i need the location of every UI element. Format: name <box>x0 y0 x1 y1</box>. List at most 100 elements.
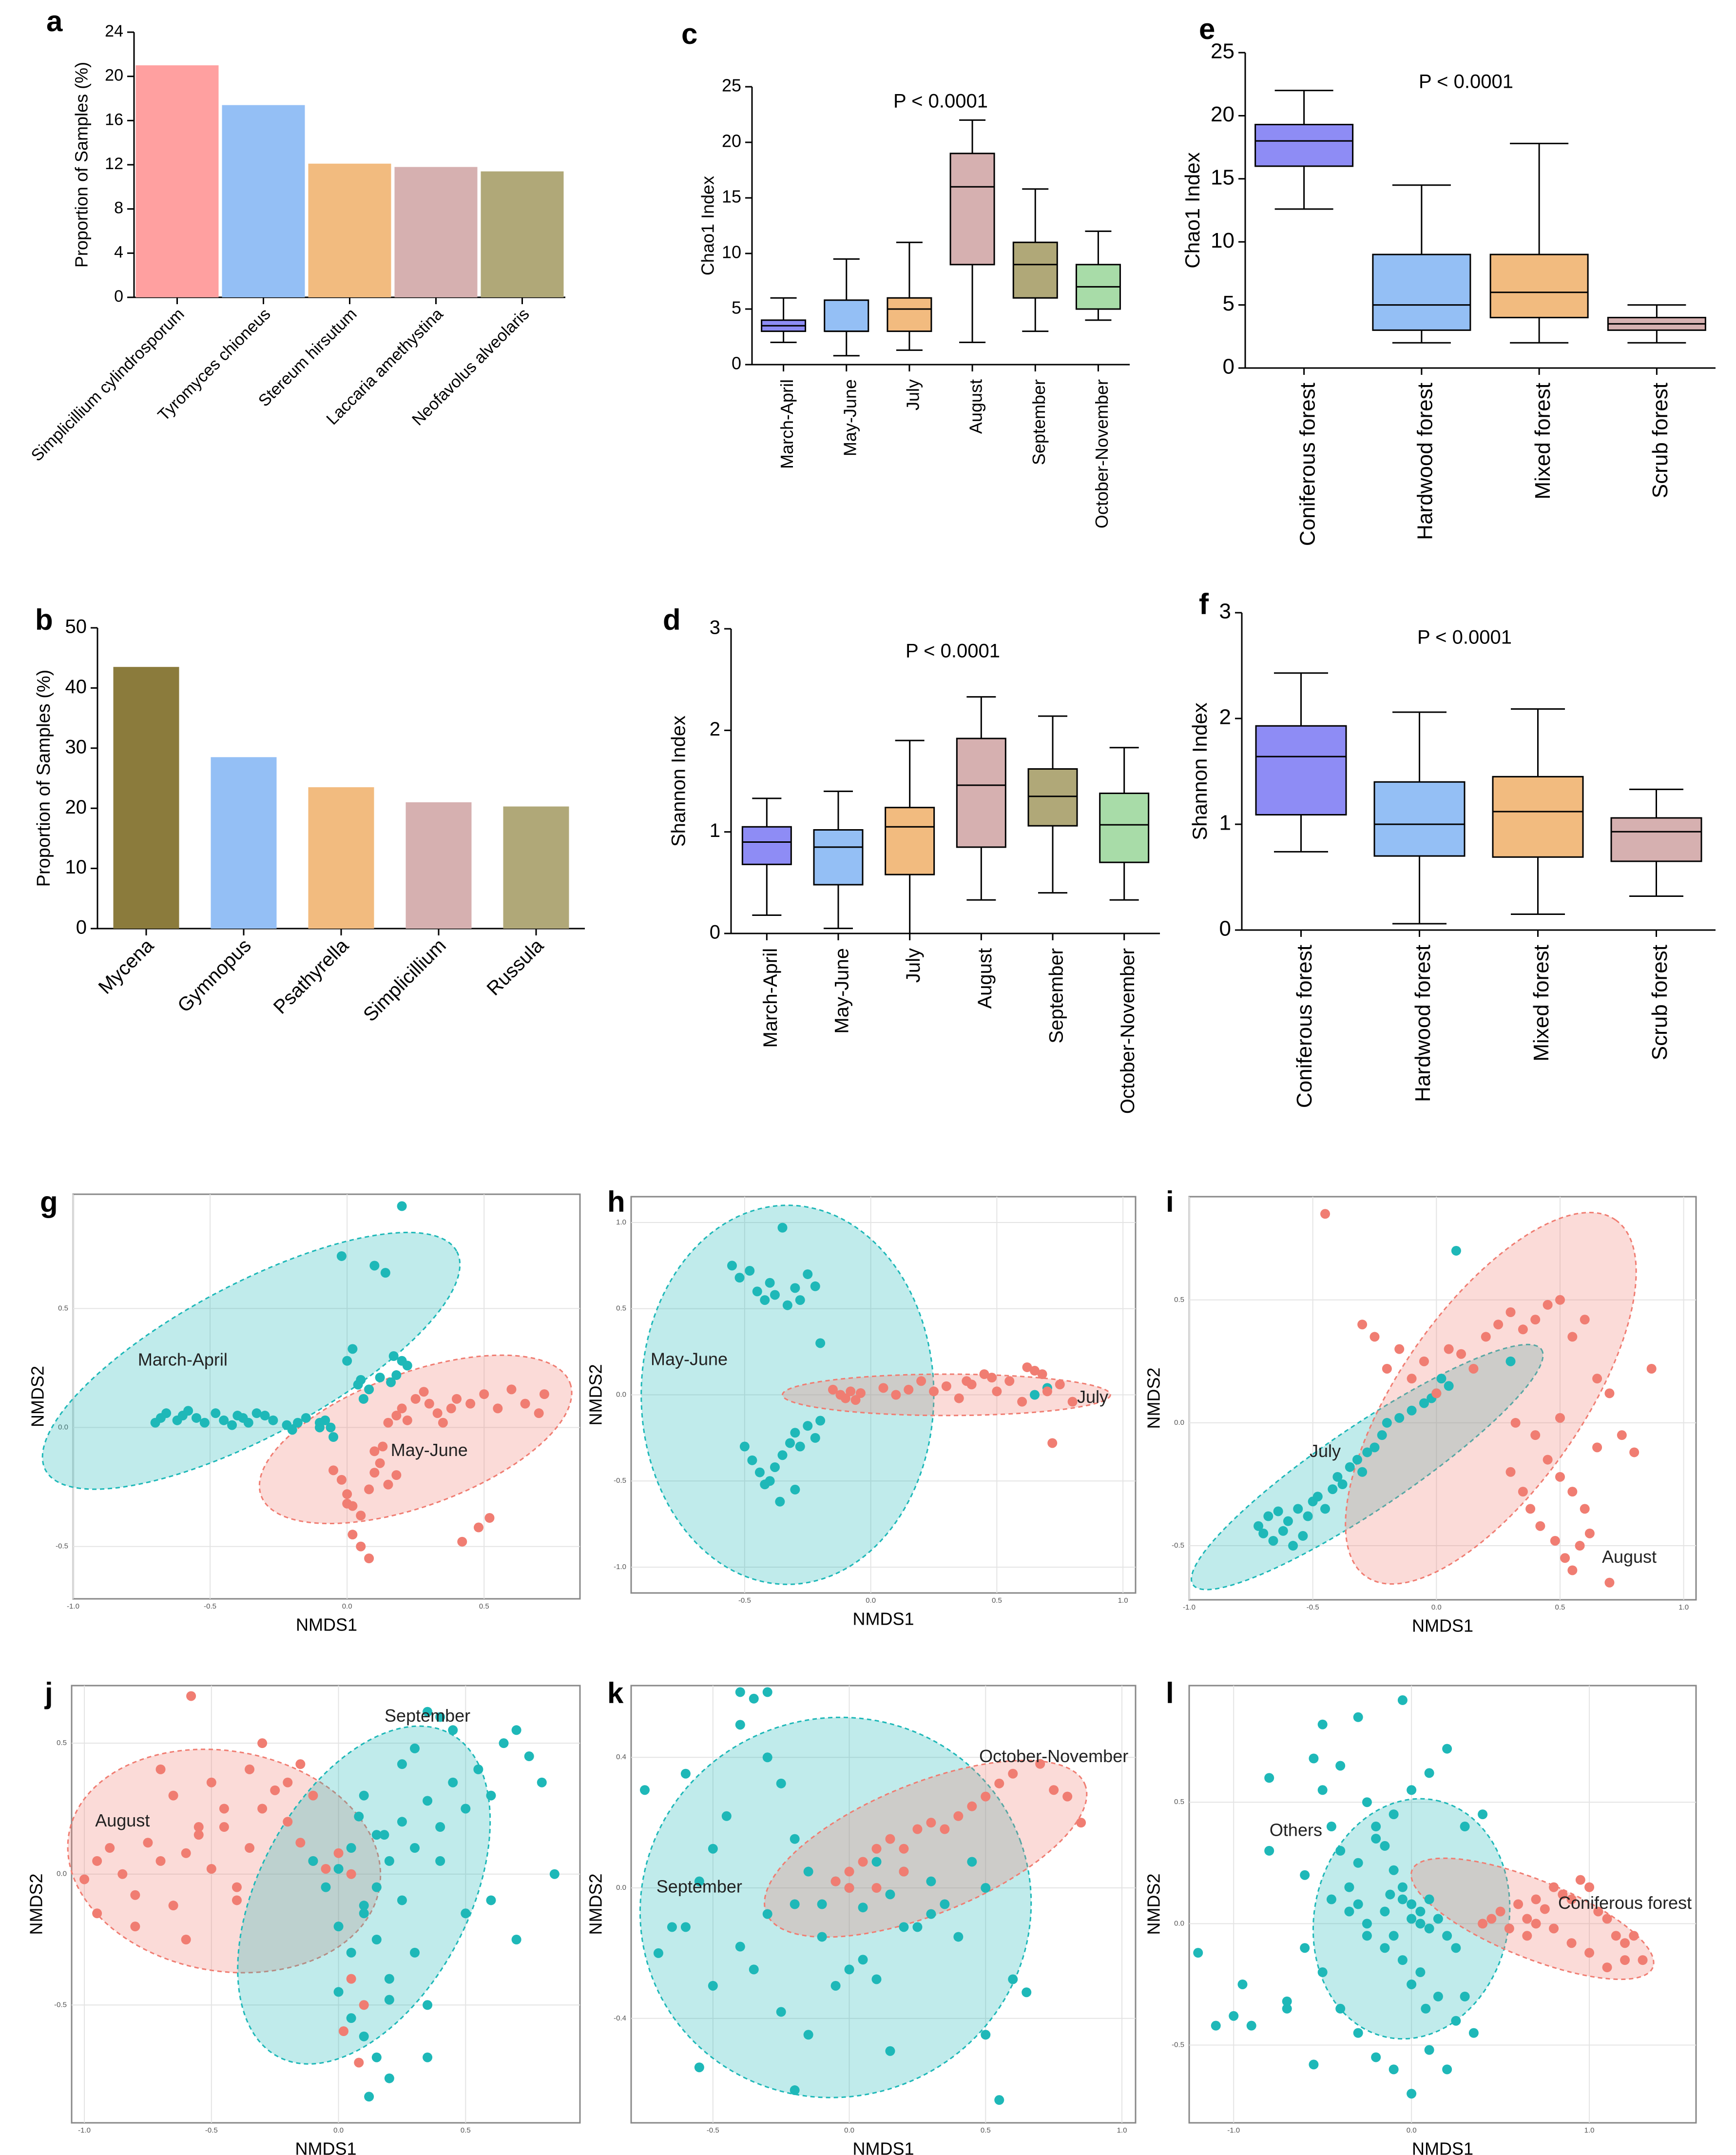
point-series1 <box>754 1467 765 1477</box>
bar-4 <box>394 167 478 297</box>
point-series2 <box>953 1811 964 1821</box>
point-series1 <box>1300 1870 1310 1880</box>
point-series1 <box>803 2030 813 2040</box>
x-tick-label: -0.5 <box>738 1596 751 1605</box>
point-series1 <box>1312 1492 1323 1502</box>
y-tick-label: 1 <box>1219 811 1231 835</box>
p-value-annotation: P < 0.0001 <box>1419 71 1513 93</box>
point-series1 <box>1397 1882 1408 1892</box>
point-series2 <box>1518 1324 1528 1335</box>
point-series1 <box>749 1964 759 1975</box>
x-tick-label: 0.0 <box>1407 2126 1417 2135</box>
bar-1 <box>113 667 179 929</box>
point-series1 <box>815 1338 826 1348</box>
box-1 <box>741 826 792 865</box>
point-series1 <box>1371 2052 1381 2062</box>
y-tick-label: 20 <box>105 66 123 85</box>
point-series1 <box>790 1283 800 1293</box>
point-series2 <box>461 1908 471 1919</box>
x-tick-label: May-June <box>840 379 860 456</box>
x-tick-label: 0.5 <box>461 2126 471 2135</box>
x-tick-label: September <box>1046 948 1067 1044</box>
point-series2 <box>347 1530 358 1540</box>
point-series2 <box>537 1777 547 1787</box>
point-series2 <box>979 1369 989 1379</box>
y-tick-label: 10 <box>722 242 741 262</box>
point-series1 <box>1451 1245 1461 1256</box>
point-series2 <box>1560 1553 1570 1563</box>
point-series2 <box>840 1393 850 1403</box>
point-series2 <box>375 1458 385 1468</box>
point-series1 <box>765 1278 775 1288</box>
point-series1 <box>1317 1719 1328 1729</box>
point-series1 <box>1370 1442 1380 1453</box>
point-series2 <box>1550 1535 1560 1546</box>
point-series1 <box>356 1375 366 1385</box>
point-series1 <box>1193 1948 1203 1958</box>
point-series2 <box>1055 1379 1065 1390</box>
point-series2 <box>1575 1875 1585 1885</box>
point-series2 <box>1620 1938 1630 1948</box>
point-series2 <box>967 1801 977 1811</box>
point-series1 <box>1022 1987 1032 1998</box>
chart-b: 0 10 20 30 40 50 Proportion of Samples (%) Myce… <box>34 616 585 1026</box>
point-series1 <box>1353 1858 1363 1868</box>
y-tick-label: 20 <box>65 796 87 818</box>
point-series1 <box>308 1790 318 1801</box>
point-series2 <box>438 1417 448 1428</box>
point-series1 <box>92 1856 102 1866</box>
point-series2 <box>549 1869 559 1879</box>
point-series2 <box>474 1522 483 1533</box>
point-series1 <box>858 1955 868 1965</box>
confidence-ellipse-2 <box>782 1373 1111 1417</box>
point-series2 <box>1049 1785 1059 1795</box>
point-series2 <box>1567 1487 1578 1497</box>
point-series2 <box>1505 1307 1516 1318</box>
point-series2 <box>1076 1818 1086 1828</box>
chart-h: -0.5 0.0 0.5 1.0 -1.0 -0.5 0.0 0.5 1.0 NMDS1 NMDS2… <box>586 1196 1137 1629</box>
y-tick-label: -0.4 <box>614 2014 626 2022</box>
point-series2 <box>1646 1363 1657 1374</box>
point-series1 <box>1451 1943 1461 1953</box>
point-series1 <box>1424 1768 1434 1778</box>
point-series1 <box>295 1838 306 1848</box>
point-series2 <box>1004 1376 1015 1386</box>
y-tick-label: -0.5 <box>56 1542 68 1551</box>
point-series1 <box>211 1408 221 1418</box>
point-series1 <box>1344 1882 1354 1892</box>
x-tick-label: -0.5 <box>707 2126 719 2135</box>
y-tick-label: 20 <box>722 131 741 151</box>
box-4 <box>956 738 1006 848</box>
point-series2 <box>511 1935 521 1945</box>
point-series1 <box>1344 1906 1354 1917</box>
y-tick-label: -0.5 <box>1172 1541 1184 1550</box>
point-series2 <box>371 1830 382 1840</box>
point-series1 <box>803 1421 813 1431</box>
point-series2 <box>1522 1931 1532 1941</box>
x-axis-label: NMDS1 <box>1412 2139 1473 2155</box>
point-series1 <box>803 1866 813 1877</box>
x-tick-label: 0.0 <box>1431 1603 1442 1611</box>
point-series2 <box>1382 1363 1392 1374</box>
point-series1 <box>346 1869 356 1879</box>
y-tick-label: 15 <box>722 187 741 207</box>
point-series1 <box>1268 1535 1278 1546</box>
x-tick-label: 1.0 <box>1584 2126 1595 2135</box>
y-tick-label: 0.4 <box>616 1753 626 1761</box>
point-series2 <box>1530 1315 1541 1325</box>
point-series2 <box>410 1947 420 1958</box>
point-series1 <box>694 1876 704 1886</box>
y-tick-label: 0 <box>76 917 87 938</box>
p-value-annotation: P < 0.0001 <box>893 91 988 112</box>
point-series1 <box>785 1438 795 1448</box>
point-series1 <box>346 1974 356 1984</box>
confidence-ellipse-1 <box>639 1716 1032 2098</box>
x-tick-label: -1.0 <box>78 2126 91 2135</box>
point-series2 <box>486 1790 496 1801</box>
point-series1 <box>1460 1991 1470 2001</box>
group-label: September <box>656 1877 742 1897</box>
point-series1 <box>380 1268 390 1278</box>
point-series2 <box>1510 1417 1521 1428</box>
x-tick-label: Scrub forest <box>1648 383 1672 498</box>
point-series2 <box>1555 1413 1565 1423</box>
